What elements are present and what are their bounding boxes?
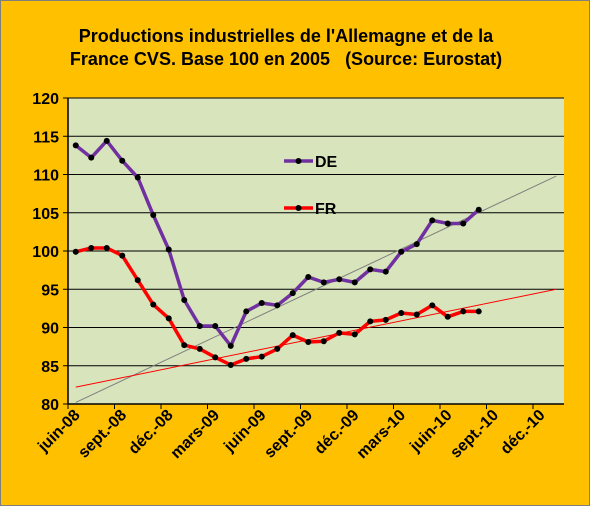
data-point-de [305,274,312,281]
data-point-de [460,220,467,227]
data-point-fr [196,345,203,352]
data-point-fr [336,329,343,336]
y-tick-label: 120 [32,91,59,108]
data-point-de [119,157,126,164]
x-tick-label: sept.-10 [447,407,502,462]
y-tick-label: 100 [32,244,59,261]
data-point-fr [320,338,327,345]
data-point-fr [119,252,126,259]
data-point-de [429,217,436,224]
data-point-de [475,206,482,213]
data-point-de [88,154,95,161]
data-point-fr [258,353,265,360]
x-tick-label: sept.-09 [261,407,316,462]
legend-label-de: DE [315,154,338,171]
y-tick-label: 105 [32,206,59,223]
data-point-fr [351,331,358,338]
data-point-fr [398,309,405,316]
data-point-de [165,246,172,253]
y-tick-label: 110 [33,168,59,185]
data-point-de [258,300,265,307]
data-point-de [351,279,358,286]
data-point-fr [274,345,281,352]
trendline-fr [75,288,557,388]
data-point-fr [475,308,482,315]
data-point-fr [382,316,389,323]
data-point-fr [212,354,219,361]
x-tick-label: mars-09 [168,407,223,462]
data-point-de [243,308,250,315]
legend-marker-de [295,158,302,164]
data-point-de [444,220,451,227]
data-point-fr [367,318,374,325]
y-tick-label: 85 [41,359,59,376]
data-point-de [274,302,281,309]
data-point-de [320,279,327,286]
x-tick-label: mars-10 [354,407,409,462]
y-tick-label: 115 [33,129,59,146]
x-tick-label: déc.-10 [498,407,549,458]
data-point-fr [88,244,95,251]
x-tick-label: sept.-08 [75,407,130,462]
legend-marker-fr [295,205,302,211]
data-point-de [103,137,110,144]
data-point-de [382,268,389,275]
data-point-fr [413,311,420,318]
data-point-fr [103,244,110,251]
chart-title-line-2: France CVS. Base 100 en 2005 (Source: Eu… [69,49,503,69]
y-tick-label: 95 [41,282,59,299]
data-point-fr [227,361,234,368]
data-point-fr [181,342,188,349]
data-point-de [227,342,234,349]
legend-label-fr: FR [315,201,337,218]
data-point-de [181,296,188,303]
data-point-fr [460,308,467,315]
data-point-fr [134,277,141,284]
y-tick-label: 90 [41,321,59,338]
data-point-de [196,322,203,329]
y-tick-label: 80 [41,397,59,414]
data-point-de [150,212,157,219]
data-point-de [134,174,141,181]
data-point-fr [289,332,296,339]
data-point-de [72,142,79,149]
chart-title-line-1: Productions industrielles de l'Allemagne… [78,26,494,46]
data-point-fr [165,315,172,322]
data-point-fr [429,302,436,309]
data-point-fr [72,248,79,255]
data-point-de [336,276,343,283]
data-point-de [289,290,296,297]
data-point-de [367,266,374,273]
data-point-de [212,322,219,329]
data-point-fr [305,339,312,346]
data-point-de [398,248,405,255]
data-point-fr [243,355,250,362]
data-point-fr [444,313,451,320]
data-point-de [413,241,420,248]
data-point-fr [150,301,157,308]
